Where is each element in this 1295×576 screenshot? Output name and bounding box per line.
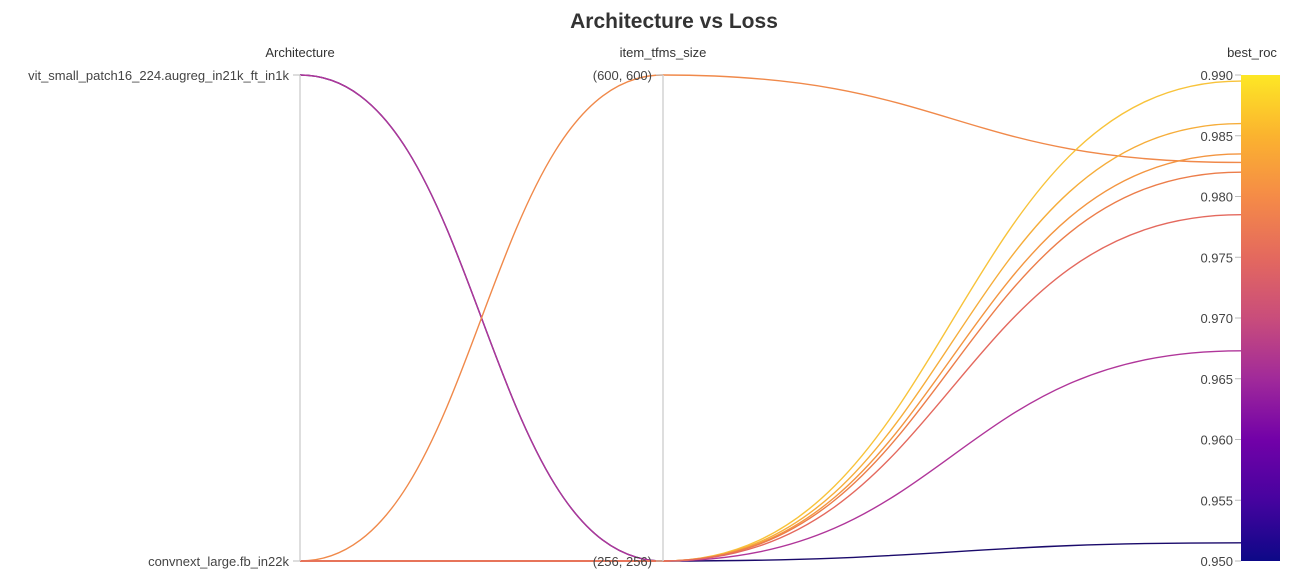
- axis-label-item-tfms-size: item_tfms_size: [620, 45, 707, 60]
- best-roc-tick-label: 0.975: [1200, 250, 1233, 265]
- tick-label-size-256: (256, 256): [593, 554, 652, 569]
- run-line-2: [299, 74, 1242, 562]
- run-line-7: [300, 171, 1242, 562]
- best-roc-tick-label: 0.970: [1200, 311, 1233, 326]
- run-line-5: [300, 122, 1242, 562]
- best-roc-tick-label: 0.985: [1200, 129, 1233, 144]
- best-roc-tick-label: 0.955: [1200, 493, 1233, 508]
- best-roc-tick-label: 0.980: [1200, 190, 1233, 205]
- tick-label-arch-vit: vit_small_patch16_224.augreg_in21k_ft_in…: [28, 68, 289, 83]
- tick-label-arch-convnext: convnext_large.fb_in22k: [148, 554, 289, 569]
- run-line-3: [299, 74, 1242, 562]
- chart-title: Architecture vs Loss: [570, 10, 778, 33]
- best-roc-tick-label: 0.950: [1200, 554, 1233, 569]
- best-roc-tick-label: 0.960: [1200, 433, 1233, 448]
- run-line-1: [299, 74, 1242, 562]
- colorbar: [1241, 75, 1280, 561]
- best-roc-ticks: 0.990 0.985 0.980 0.975 0.970 0.965 0.960 0.955…: [1200, 68, 1241, 569]
- run-lines: [299, 74, 1242, 562]
- tick-label-size-600: (600, 600): [593, 68, 652, 83]
- best-roc-tick-label: 0.990: [1200, 68, 1233, 83]
- best-roc-tick-label: 0.965: [1200, 372, 1233, 387]
- axis-label-architecture: Architecture: [265, 45, 334, 60]
- axis-label-best-roc: best_roc: [1227, 45, 1277, 60]
- run-line-8: [300, 214, 1242, 562]
